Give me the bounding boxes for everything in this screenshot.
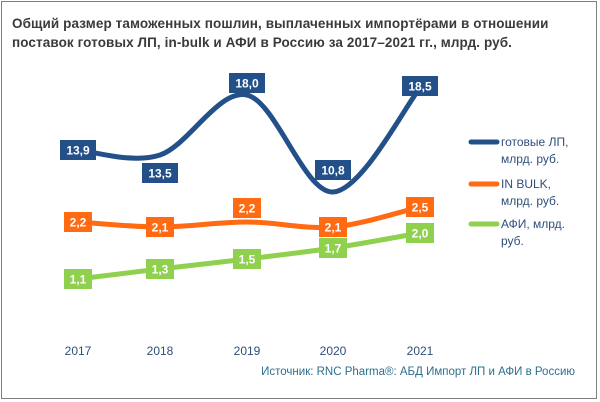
x-tick-label: 2017 bbox=[65, 344, 92, 358]
x-tick-label: 2021 bbox=[407, 344, 434, 358]
data-label-box bbox=[319, 217, 347, 237]
data-label-text: 2,2 bbox=[239, 202, 256, 216]
data-label-2-1: 1,3 bbox=[146, 259, 174, 279]
data-label-text: 1,7 bbox=[325, 242, 342, 256]
data-label-box bbox=[406, 223, 434, 243]
data-label-box bbox=[233, 249, 261, 269]
data-label-box bbox=[402, 76, 438, 96]
data-label-0-1: 13,5 bbox=[142, 163, 178, 183]
legend-label-2: АФИ, млрд. bbox=[501, 217, 565, 231]
data-label-box bbox=[319, 238, 347, 258]
data-label-0-2: 18,0 bbox=[229, 73, 265, 93]
x-tick-label: 2018 bbox=[147, 344, 174, 358]
data-label-text: 18,5 bbox=[408, 80, 432, 94]
data-label-2-0: 1,1 bbox=[64, 269, 92, 289]
data-label-0-0: 13,9 bbox=[60, 140, 96, 160]
legend-label-1: млрд. руб. bbox=[501, 194, 559, 208]
data-label-box bbox=[142, 163, 178, 183]
data-label-text: 1,3 bbox=[152, 263, 169, 277]
data-label-box bbox=[229, 73, 265, 93]
data-label-text: 2,1 bbox=[152, 221, 169, 235]
data-label-text: 2,5 bbox=[412, 201, 429, 215]
data-label-text: 10,8 bbox=[321, 164, 345, 178]
data-label-text: 2,0 bbox=[412, 227, 429, 241]
data-label-2-2: 1,5 bbox=[233, 249, 261, 269]
data-label-1-0: 2,2 bbox=[64, 212, 92, 232]
data-label-text: 18,0 bbox=[235, 77, 259, 91]
data-label-box bbox=[406, 197, 434, 217]
data-label-box bbox=[64, 269, 92, 289]
x-tick-label: 2020 bbox=[320, 344, 347, 358]
data-label-text: 13,5 bbox=[148, 167, 172, 181]
data-label-text: 2,1 bbox=[325, 221, 342, 235]
series-line-1 bbox=[75, 204, 423, 230]
chart-source: Источник: RNC Pharma®: АБД Импорт ЛП и А… bbox=[261, 366, 575, 378]
data-label-box bbox=[315, 160, 351, 180]
x-tick-label: 2019 bbox=[234, 344, 261, 358]
data-label-text: 1,5 bbox=[239, 253, 256, 267]
data-label-box bbox=[146, 259, 174, 279]
data-label-box bbox=[64, 212, 92, 232]
data-label-2-3: 1,7 bbox=[319, 238, 347, 258]
data-label-0-3: 10,8 bbox=[315, 160, 351, 180]
data-label-1-3: 2,1 bbox=[319, 217, 347, 237]
data-label-2-4: 2,0 bbox=[406, 223, 434, 243]
legend-label-0: млрд. руб. bbox=[501, 152, 559, 166]
chart-title: Общий размер таможенных пошлин, выплачен… bbox=[12, 16, 549, 50]
data-label-text: 13,9 bbox=[66, 144, 90, 158]
data-label-1-4: 2,5 bbox=[406, 197, 434, 217]
data-label-box bbox=[60, 140, 96, 160]
data-label-text: 2,2 bbox=[70, 216, 87, 230]
series-line-0 bbox=[75, 85, 423, 195]
data-label-box bbox=[146, 217, 174, 237]
data-label-1-1: 2,1 bbox=[146, 217, 174, 237]
legend-label-2: руб. bbox=[501, 234, 524, 248]
data-label-box bbox=[233, 198, 261, 218]
legend-label-1: IN BULK, bbox=[501, 177, 551, 191]
data-label-1-2: 2,2 bbox=[233, 198, 261, 218]
data-label-0-4: 18,5 bbox=[402, 76, 438, 96]
data-label-text: 1,1 bbox=[70, 273, 87, 287]
legend-label-0: готовые ЛП, bbox=[501, 135, 568, 149]
